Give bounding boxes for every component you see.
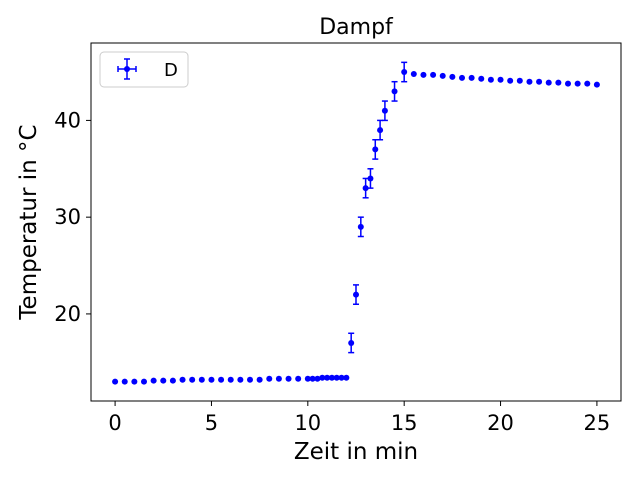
data-point — [381, 107, 388, 114]
x-tick-label: 0 — [108, 411, 121, 435]
data-point — [353, 291, 359, 298]
data-point — [420, 71, 427, 78]
data-point — [131, 378, 138, 385]
data-point — [565, 80, 571, 87]
data-point — [526, 78, 533, 85]
legend-box — [99, 51, 189, 88]
data-point — [338, 374, 345, 381]
data-point — [497, 76, 504, 83]
data-point — [377, 127, 384, 134]
data-point — [256, 376, 263, 383]
data-point — [459, 74, 465, 81]
x-tick-label: 20 — [487, 411, 514, 435]
data-point — [555, 79, 562, 86]
data-point — [487, 76, 494, 83]
data-point — [150, 377, 157, 384]
data-series-d — [112, 61, 600, 385]
data-point — [309, 375, 316, 382]
data-point — [401, 69, 408, 76]
data-point — [545, 79, 552, 86]
data-point — [266, 375, 273, 382]
data-point — [179, 376, 186, 383]
y-tick-label: 20 — [54, 302, 81, 326]
data-point — [584, 80, 591, 87]
data-point — [328, 374, 335, 381]
x-tick-label: 25 — [584, 411, 611, 435]
data-point — [218, 376, 225, 383]
data-point — [208, 376, 215, 383]
data-point — [439, 72, 446, 79]
x-axis: 0 5 10 15 20 25 — [108, 401, 610, 435]
data-point — [367, 175, 374, 182]
data-point — [593, 81, 600, 88]
data-point — [333, 374, 340, 381]
x-axis-label: Zeit in min — [294, 439, 418, 465]
data-point — [319, 374, 326, 381]
data-point — [198, 376, 205, 383]
legend-label: D — [164, 60, 178, 81]
x-tick-label: 10 — [294, 411, 321, 435]
data-point — [372, 146, 379, 153]
data-point — [391, 88, 398, 95]
data-point — [410, 70, 417, 77]
data-point — [314, 375, 321, 382]
x-tick-label: 5 — [205, 411, 218, 435]
data-point — [324, 374, 331, 381]
data-point — [275, 375, 282, 382]
data-point — [227, 376, 234, 383]
y-axis: 20 30 40 — [54, 108, 91, 326]
data-point — [141, 378, 147, 385]
y-tick-label: 40 — [54, 108, 81, 132]
legend-marker — [117, 58, 137, 80]
legend: D — [99, 51, 189, 88]
legend-point — [124, 66, 130, 72]
data-point — [285, 375, 292, 382]
plot-frame — [90, 42, 622, 402]
data-point — [295, 375, 302, 382]
chart-title: Dampf — [319, 15, 394, 40]
data-point — [574, 80, 581, 87]
data-point — [121, 378, 128, 385]
data-point — [189, 376, 196, 383]
data-point — [357, 223, 364, 230]
data-point — [160, 377, 167, 384]
data-point — [507, 77, 514, 84]
x-tick-label: 15 — [391, 411, 418, 435]
data-point — [516, 77, 523, 84]
data-point — [362, 185, 369, 192]
data-point — [430, 71, 437, 78]
data-point — [304, 375, 311, 382]
data-point — [343, 374, 350, 381]
data-point — [536, 78, 543, 85]
y-tick-label: 30 — [54, 205, 81, 229]
data-point — [112, 378, 119, 385]
data-point — [247, 376, 253, 383]
data-point — [237, 376, 244, 383]
data-point — [449, 73, 456, 80]
data-point — [478, 75, 485, 82]
y-axis-label: Temperatur in °C — [16, 124, 42, 320]
data-point — [468, 74, 475, 81]
data-point — [348, 339, 355, 346]
data-point — [169, 377, 176, 384]
